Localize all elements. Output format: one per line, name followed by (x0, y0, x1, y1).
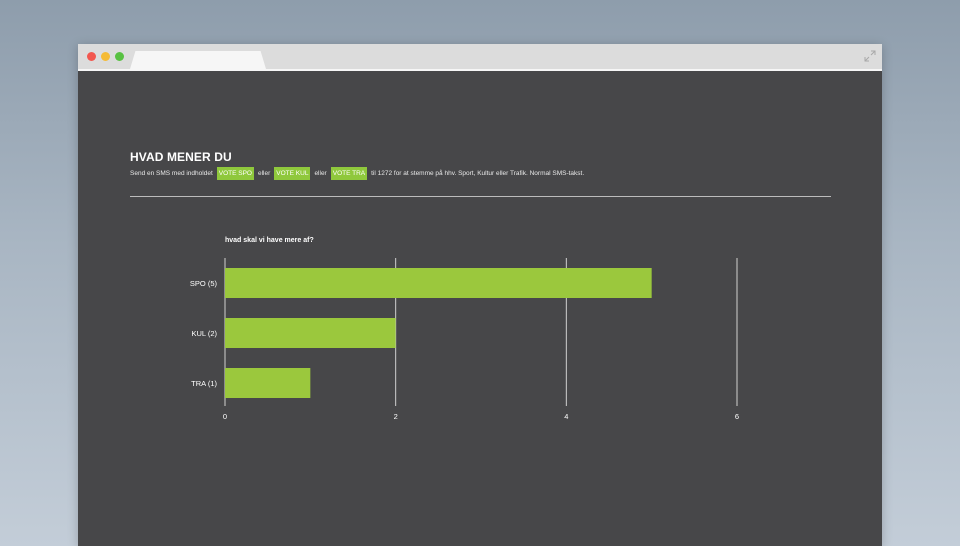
close-window-button[interactable] (87, 52, 96, 61)
instructions-separator-2: eller (314, 169, 327, 177)
vote-instructions: Send en SMS med indholdet VOTE SPO eller… (130, 166, 584, 180)
page-title: HVAD MENER DU (130, 150, 232, 164)
vote-code-tra: VOTE TRA (330, 166, 368, 180)
y-category-label: KUL (2) (191, 329, 217, 338)
x-tick-label: 6 (735, 412, 739, 421)
chart-title: hvad skal vi have mere af? (225, 237, 314, 244)
bar-1 (225, 318, 396, 348)
maximize-window-button[interactable] (115, 52, 124, 61)
browser-tab[interactable] (130, 51, 266, 69)
x-tick-label: 0 (223, 412, 227, 421)
instructions-separator-1: eller (257, 169, 271, 177)
bar-0 (225, 268, 652, 298)
browser-titlebar (78, 44, 882, 69)
bar-2 (225, 368, 311, 398)
y-category-label: TRA (1) (191, 379, 217, 388)
instructions-suffix: til 1272 for at stemme på hhv. Sport, Ku… (371, 169, 585, 177)
instructions-prefix: Send en SMS med indholdet (130, 169, 213, 177)
tabstrip-line (78, 69, 882, 71)
section-divider (130, 196, 831, 197)
vote-code-spo: VOTE SPO (216, 166, 254, 180)
browser-window: HVAD MENER DU Send en SMS med indholdet … (78, 44, 882, 546)
y-category-label: SPO (5) (190, 279, 218, 288)
bar-chart: 0 2 4 6 SPO (5) KUL (2) TRA (1) (190, 258, 739, 421)
minimize-window-button[interactable] (101, 52, 110, 61)
x-tick-label: 2 (394, 412, 398, 421)
vote-code-kul: VOTE KUL (274, 166, 311, 180)
expand-icon[interactable] (864, 50, 876, 62)
x-tick-label: 4 (564, 412, 568, 421)
